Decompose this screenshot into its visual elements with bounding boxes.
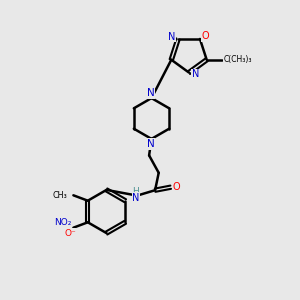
Text: CH₃: CH₃ [52,190,67,200]
Text: NO₂: NO₂ [55,218,72,227]
Text: O: O [173,182,181,192]
Text: N: N [132,193,140,203]
Text: N: N [147,139,155,149]
Text: O: O [202,31,209,41]
Text: H: H [133,187,139,196]
Text: C(CH₃)₃: C(CH₃)₃ [224,55,252,64]
Text: O⁻: O⁻ [64,229,76,238]
Text: N: N [147,88,155,98]
Text: N: N [168,32,176,42]
Text: N: N [192,69,199,80]
